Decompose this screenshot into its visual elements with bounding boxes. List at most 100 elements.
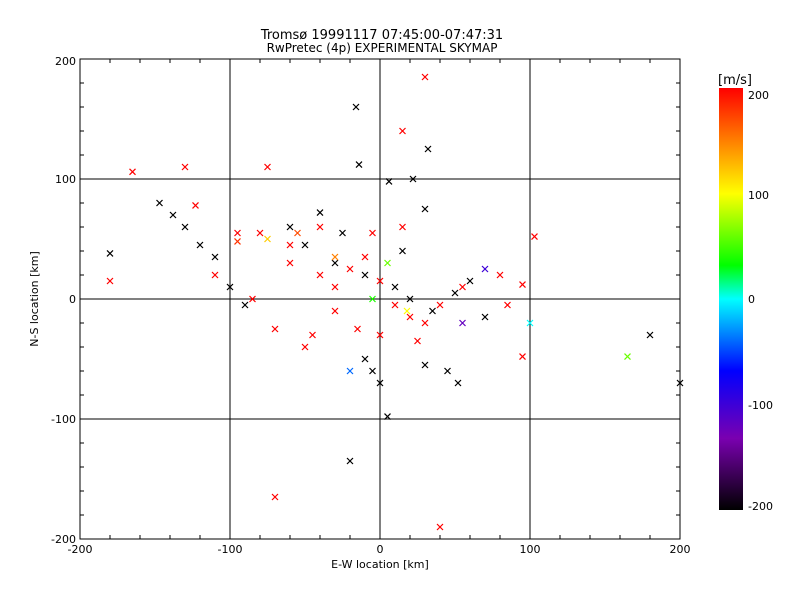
data-point-78: [526, 319, 534, 327]
colorbar-tick-label-1: 100: [748, 189, 769, 202]
data-point-48: [519, 281, 526, 289]
data-point-35: [466, 277, 474, 285]
data-point-26: [406, 295, 414, 303]
data-point-54: [346, 265, 354, 273]
x-tick-label-0: -200: [68, 543, 93, 556]
data-point-44: [271, 493, 279, 501]
axis-ticks: [79, 58, 681, 540]
data-point-14: [376, 379, 384, 387]
colorbar-tick-label-4: -200: [748, 500, 773, 513]
data-point-10: [316, 209, 324, 217]
data-point-13: [346, 457, 354, 465]
data-point-88: [369, 295, 376, 303]
data-point-6: [169, 211, 177, 219]
data-point-87: [459, 319, 466, 327]
data-point-33: [339, 229, 346, 237]
data-point-8: [211, 253, 219, 261]
colorbar-tick-label-2: 0: [748, 293, 755, 306]
data-point-59: [421, 319, 429, 327]
data-point-22: [301, 241, 309, 249]
data-point-74: [399, 223, 406, 231]
colorbar-tick-label-0: 200: [748, 89, 769, 102]
data-point-42: [192, 201, 199, 209]
data-point-77: [624, 353, 631, 361]
y-axis-label: N-S location [km]: [28, 251, 41, 347]
data-point-52: [316, 271, 324, 279]
data-point-0: [352, 103, 360, 111]
data-point-50: [256, 229, 264, 237]
data-point-43: [106, 277, 114, 285]
data-point-66: [354, 325, 361, 333]
colorbar: [719, 88, 743, 510]
data-point-34: [399, 247, 406, 255]
data-point-15: [454, 379, 462, 387]
data-point-1: [355, 161, 363, 169]
data-point-65: [331, 307, 339, 315]
data-point-76: [286, 241, 294, 249]
x-tick-label-1: -100: [218, 543, 243, 556]
data-point-9: [421, 205, 429, 213]
y-tick-label-2: 0: [69, 293, 76, 306]
data-point-20: [444, 367, 451, 375]
data-point-29: [226, 283, 234, 291]
data-point-23: [331, 259, 339, 267]
data-point-5: [156, 199, 163, 207]
colorbar-tick-label-3: -100: [748, 399, 773, 412]
chart-title: Tromsø 19991117 07:45:00-07:47:31: [260, 28, 503, 43]
data-point-19: [421, 361, 429, 369]
data-point-80: [384, 259, 391, 267]
data-point-73: [369, 229, 376, 237]
data-point-45: [436, 523, 444, 531]
data-point-24: [361, 271, 369, 279]
data-point-17: [361, 355, 369, 363]
data-points: [106, 73, 684, 531]
data-point-75: [316, 223, 324, 231]
data-point-55: [361, 253, 369, 261]
data-point-21: [286, 223, 294, 231]
data-point-18: [369, 367, 376, 375]
data-point-28: [451, 289, 459, 297]
data-point-69: [496, 271, 504, 279]
data-point-60: [436, 301, 444, 309]
data-point-16: [384, 413, 391, 421]
data-point-82: [331, 253, 339, 261]
data-point-41: [421, 73, 429, 81]
data-point-56: [376, 277, 384, 285]
chart-subtitle: RwPretec (4p) EXPERIMENTAL SKYMAP: [267, 41, 498, 55]
y-tick-label-0: -200: [51, 533, 76, 546]
data-point-25: [391, 283, 399, 291]
y-tick-label-1: -100: [51, 413, 76, 426]
data-point-79: [481, 265, 489, 273]
data-point-49: [234, 229, 241, 237]
data-point-62: [301, 343, 309, 351]
data-point-2: [424, 145, 432, 153]
data-point-51: [286, 259, 294, 267]
data-point-63: [309, 331, 316, 339]
data-point-31: [196, 241, 204, 249]
data-point-32: [181, 223, 189, 231]
data-point-4: [409, 175, 417, 183]
data-point-40: [399, 127, 406, 135]
data-point-72: [249, 295, 256, 303]
data-point-53: [331, 283, 339, 291]
data-point-27: [429, 307, 436, 315]
grid-lines: [80, 59, 680, 539]
data-point-84: [346, 367, 354, 375]
data-point-47: [519, 353, 526, 361]
data-point-81: [264, 235, 271, 243]
data-point-3: [385, 177, 393, 185]
data-point-61: [459, 283, 466, 291]
x-tick-label-2: 0: [377, 543, 384, 556]
data-point-39: [264, 163, 271, 171]
data-point-83: [403, 307, 411, 315]
data-point-64: [271, 325, 279, 333]
data-point-67: [376, 331, 384, 339]
data-point-86: [294, 229, 301, 237]
colorbar-label: [m/s]: [718, 73, 752, 88]
x-tick-label-3: 100: [520, 543, 541, 556]
data-point-30: [241, 301, 249, 309]
data-point-71: [211, 271, 219, 279]
data-point-38: [181, 163, 189, 171]
data-point-37: [129, 168, 136, 176]
